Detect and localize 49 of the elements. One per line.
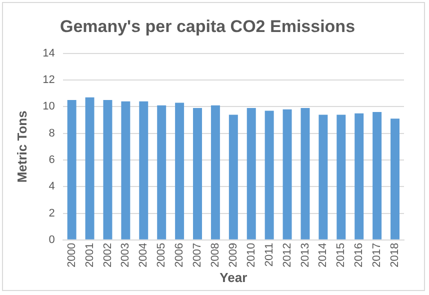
y-tick-label: 8	[48, 127, 55, 140]
x-tick-label: 2006	[174, 242, 186, 268]
bar	[175, 102, 184, 240]
bar	[157, 105, 166, 240]
x-tick-label: 2010	[245, 242, 258, 268]
x-tick-label: 2018	[389, 242, 402, 268]
y-axis-title: Metric Tons	[14, 110, 30, 183]
bar	[318, 114, 328, 240]
bar	[139, 101, 148, 240]
x-tick-label: 2005	[156, 242, 168, 268]
bar	[390, 118, 400, 240]
y-tick-label: 12	[42, 74, 55, 86]
bar	[193, 108, 202, 240]
x-tick-label: 2015	[335, 242, 348, 268]
x-tick-label: 2000	[66, 242, 78, 268]
bar	[372, 112, 382, 240]
x-axis-title: Year	[220, 270, 248, 285]
bar	[246, 108, 256, 240]
bar	[264, 110, 274, 240]
x-tick-label: 2012	[281, 242, 294, 268]
x-tick-label: 2003	[120, 242, 132, 268]
x-tick-label: 2014	[317, 242, 330, 268]
bar	[282, 109, 292, 240]
x-tick-label: 2004	[138, 242, 150, 268]
bar	[336, 114, 346, 240]
bar	[67, 100, 76, 240]
y-tick-label: 14	[42, 47, 55, 60]
x-tick-label: 2017	[371, 242, 384, 268]
chart-title: Gemany's per capita CO2 Emissions	[60, 16, 356, 36]
y-tick-label: 0	[48, 234, 55, 246]
x-tick-label: 2009	[227, 242, 240, 268]
x-tick-label: 2008	[209, 242, 222, 268]
x-tick-label: 2011	[263, 242, 276, 267]
x-tick-label: 2016	[353, 242, 366, 268]
y-tick-label: 4	[48, 180, 55, 193]
x-tick-label: 2007	[192, 242, 204, 268]
x-tick-label: 2001	[84, 242, 96, 268]
bar	[354, 113, 364, 240]
y-tick-label: 10	[42, 100, 55, 113]
bar	[85, 97, 94, 240]
y-tick-label: 6	[48, 154, 55, 166]
x-tick-label: 2013	[299, 242, 312, 268]
x-tick-label: 2002	[102, 242, 114, 268]
bar	[121, 101, 130, 240]
bar	[228, 114, 238, 240]
bar	[103, 100, 112, 240]
y-tick-label: 2	[48, 207, 55, 220]
bar	[210, 105, 220, 240]
bar	[300, 108, 310, 240]
